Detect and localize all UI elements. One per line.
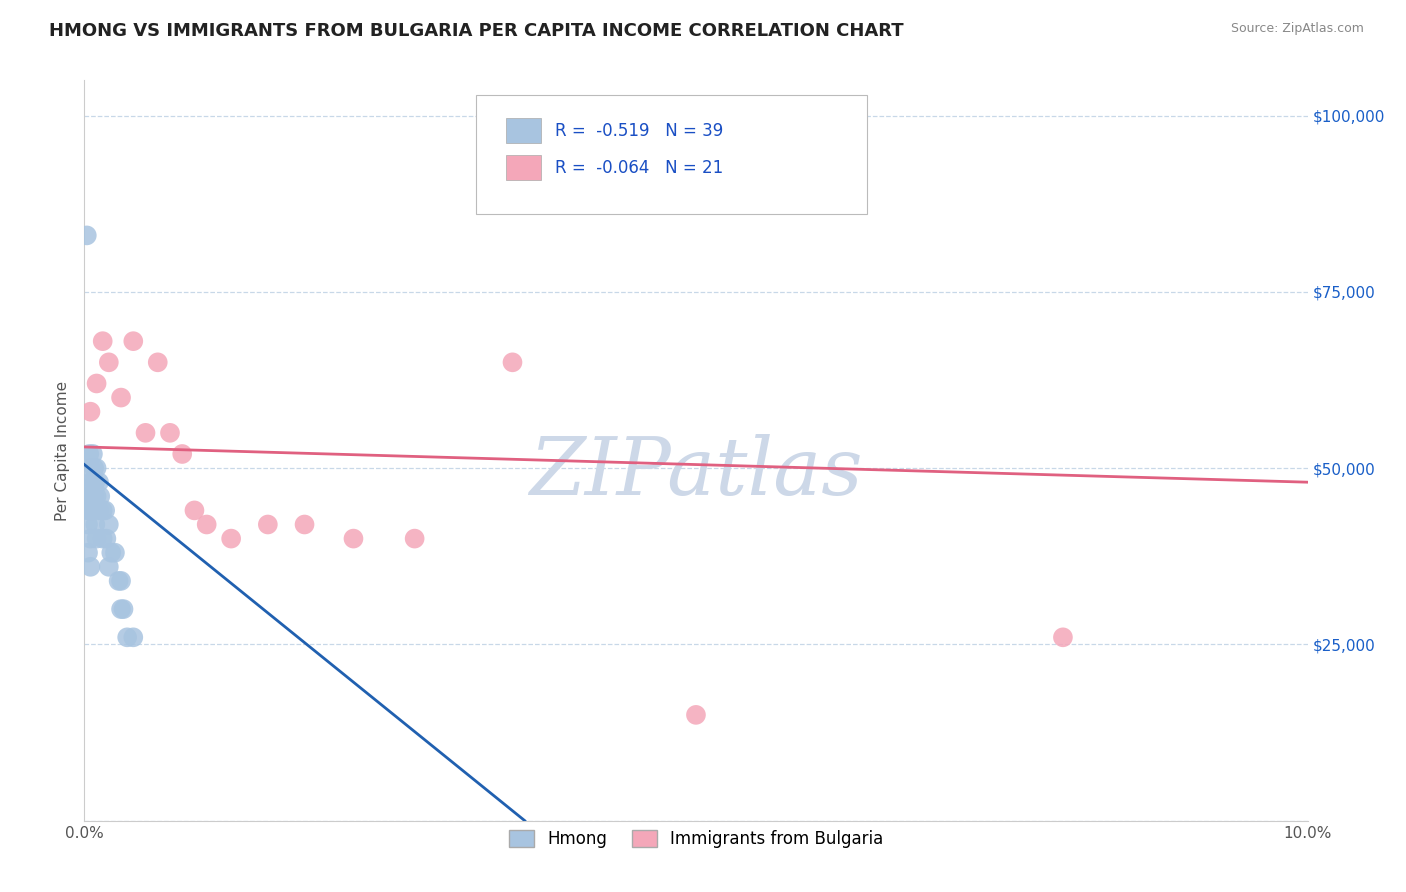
Point	[91, 503, 114, 517]
Point	[82, 475, 104, 490]
Point	[100, 546, 122, 560]
FancyBboxPatch shape	[506, 119, 541, 144]
Point	[86, 489, 108, 503]
Text: R =  -0.519   N = 39: R = -0.519 N = 39	[555, 121, 724, 140]
Point	[502, 355, 524, 369]
Point	[77, 447, 100, 461]
Point	[79, 489, 101, 503]
Point	[91, 532, 114, 546]
Point	[195, 517, 218, 532]
Point	[685, 707, 707, 722]
Point	[84, 475, 107, 490]
Point	[79, 532, 101, 546]
Text: R =  -0.064   N = 21: R = -0.064 N = 21	[555, 159, 724, 177]
Point	[91, 334, 114, 348]
Point	[79, 475, 101, 490]
FancyBboxPatch shape	[506, 155, 541, 180]
Point	[82, 503, 104, 517]
Legend: Hmong, Immigrants from Bulgaria: Hmong, Immigrants from Bulgaria	[501, 822, 891, 856]
Point	[89, 489, 111, 503]
Point	[77, 546, 100, 560]
Point	[257, 517, 280, 532]
Text: ZIPatlas: ZIPatlas	[529, 434, 863, 511]
Point	[146, 355, 169, 369]
Point	[97, 517, 120, 532]
Point	[110, 574, 132, 588]
Point	[97, 559, 120, 574]
Point	[159, 425, 181, 440]
Point	[294, 517, 316, 532]
Point	[76, 228, 98, 243]
Point	[783, 179, 806, 194]
Point	[107, 574, 129, 588]
Point	[97, 355, 120, 369]
Point	[172, 447, 194, 461]
Point	[82, 447, 104, 461]
Point	[79, 503, 101, 517]
Point	[110, 602, 132, 616]
Point	[135, 425, 157, 440]
Point	[84, 517, 107, 532]
Point	[96, 532, 118, 546]
Point	[79, 405, 101, 419]
Point	[1052, 630, 1074, 644]
Point	[110, 391, 132, 405]
Point	[87, 503, 110, 517]
Point	[115, 630, 138, 644]
Point	[77, 489, 100, 503]
Point	[219, 532, 242, 546]
Point	[112, 602, 135, 616]
Point	[342, 532, 364, 546]
Point	[104, 546, 127, 560]
Point	[83, 489, 105, 503]
Text: HMONG VS IMMIGRANTS FROM BULGARIA PER CAPITA INCOME CORRELATION CHART: HMONG VS IMMIGRANTS FROM BULGARIA PER CA…	[49, 22, 904, 40]
Point	[77, 503, 100, 517]
Point	[122, 630, 145, 644]
Point	[404, 532, 426, 546]
FancyBboxPatch shape	[475, 95, 868, 213]
Point	[87, 475, 110, 490]
Text: Source: ZipAtlas.com: Source: ZipAtlas.com	[1230, 22, 1364, 36]
Point	[79, 559, 101, 574]
Point	[79, 461, 101, 475]
Point	[86, 376, 108, 391]
Y-axis label: Per Capita Income: Per Capita Income	[55, 380, 70, 521]
Point	[83, 461, 105, 475]
Point	[94, 503, 117, 517]
Point	[86, 461, 108, 475]
Point	[122, 334, 145, 348]
Point	[77, 517, 100, 532]
Point	[183, 503, 205, 517]
Point	[86, 532, 108, 546]
